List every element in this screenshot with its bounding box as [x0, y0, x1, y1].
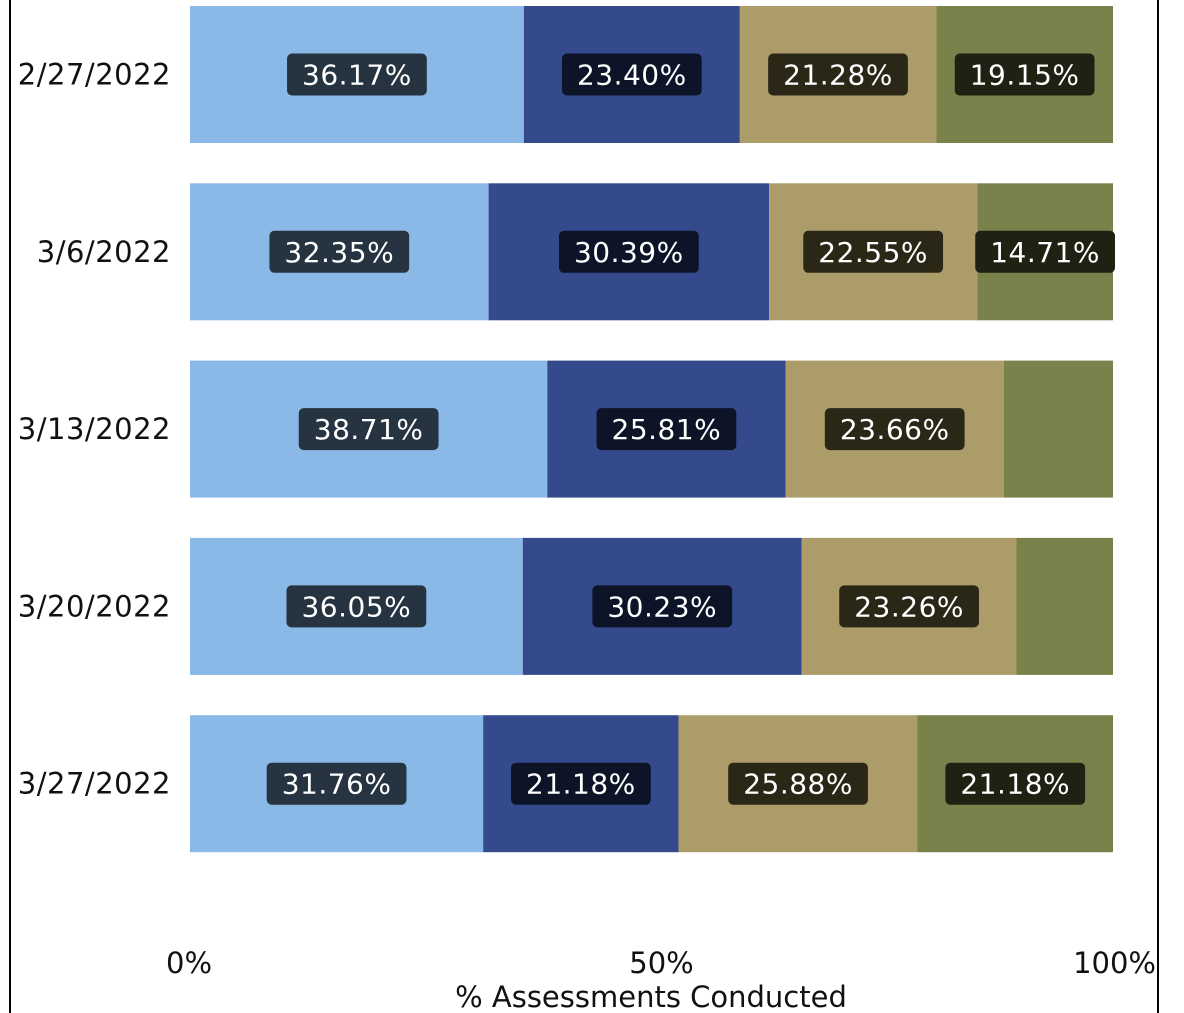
data-label-text: 25.81%: [612, 413, 722, 446]
data-label-text: 36.05%: [301, 590, 411, 623]
data-label: 22.55%: [803, 230, 944, 273]
data-label: 31.76%: [266, 762, 407, 805]
data-label-box: [298, 408, 439, 451]
data-label: 21.18%: [511, 762, 651, 805]
data-label-text: 25.88%: [743, 768, 853, 801]
bar-segment: [1016, 537, 1113, 675]
data-label-text: 31.76%: [282, 768, 392, 801]
data-label-box: [803, 230, 944, 273]
data-label-text: 19.15%: [970, 59, 1080, 92]
data-label-text: 14.71%: [990, 236, 1100, 269]
data-label-text: 30.23%: [607, 590, 717, 623]
x-axis-tick-labels: 0% 50% 100%: [166, 946, 1156, 980]
data-label-text: 23.26%: [854, 590, 964, 623]
data-label: 25.88%: [728, 762, 868, 805]
data-label-box: [266, 762, 407, 805]
category-axis-labels: 2/27/2022 3/6/2022 3/13/2022 3/20/2022 3/27/…: [18, 58, 171, 801]
data-label: 23.40%: [561, 53, 702, 96]
data-label: 23.26%: [839, 585, 979, 628]
data-label: 21.28%: [768, 53, 908, 96]
data-label: 25.81%: [596, 408, 737, 451]
data-label-box: [728, 762, 868, 805]
data-label-box: [561, 53, 702, 96]
data-label-text: 23.66%: [840, 413, 950, 446]
data-label-text: 36.17%: [302, 59, 412, 92]
category-label: 3/6/2022: [37, 235, 171, 269]
category-label: 3/27/2022: [18, 767, 171, 801]
data-label-text: 30.39%: [574, 236, 684, 269]
data-label-text: 22.55%: [818, 236, 928, 269]
data-label-text: 38.71%: [314, 413, 424, 446]
data-label-box: [954, 53, 1095, 96]
data-label-text: 21.28%: [783, 59, 893, 92]
data-label-box: [839, 585, 979, 628]
data-label-box: [824, 408, 965, 451]
x-tick-label: 100%: [1073, 946, 1156, 980]
x-tick-label: 0%: [166, 946, 212, 980]
data-label-box: [511, 762, 651, 805]
data-label: 38.71%: [298, 408, 439, 451]
bar-segment: [1003, 360, 1113, 498]
data-label-text: 21.18%: [526, 768, 636, 801]
data-label: 21.18%: [945, 762, 1086, 805]
data-label: 23.66%: [824, 408, 965, 451]
data-label: 36.17%: [287, 53, 427, 96]
data-label-box: [975, 230, 1115, 273]
data-label: 30.23%: [592, 585, 733, 628]
data-label: 14.71%: [975, 230, 1115, 273]
data-labels-layer: 36.17% 23.40% 21.28% 19.15% 32.35% 30.39% 22.5…: [266, 53, 1115, 805]
data-label-box: [286, 585, 427, 628]
data-label-box: [945, 762, 1086, 805]
data-label-text: 21.18%: [960, 768, 1070, 801]
data-label-box: [596, 408, 737, 451]
category-label: 3/13/2022: [18, 412, 171, 446]
category-label: 3/20/2022: [18, 589, 171, 623]
data-label: 30.39%: [558, 230, 699, 273]
data-label: 19.15%: [954, 53, 1095, 96]
x-tick-label: 50%: [629, 946, 693, 980]
data-label-text: 23.40%: [577, 59, 687, 92]
data-label-box: [768, 53, 908, 96]
data-label: 36.05%: [286, 585, 427, 628]
x-axis-title: % Assessments Conducted: [455, 980, 847, 1013]
data-label-box: [287, 53, 427, 96]
data-label-box: [558, 230, 699, 273]
category-label: 2/27/2022: [18, 58, 171, 92]
data-label-box: [592, 585, 733, 628]
data-label: 32.35%: [269, 230, 410, 273]
data-label-box: [269, 230, 410, 273]
data-label-text: 32.35%: [284, 236, 394, 269]
